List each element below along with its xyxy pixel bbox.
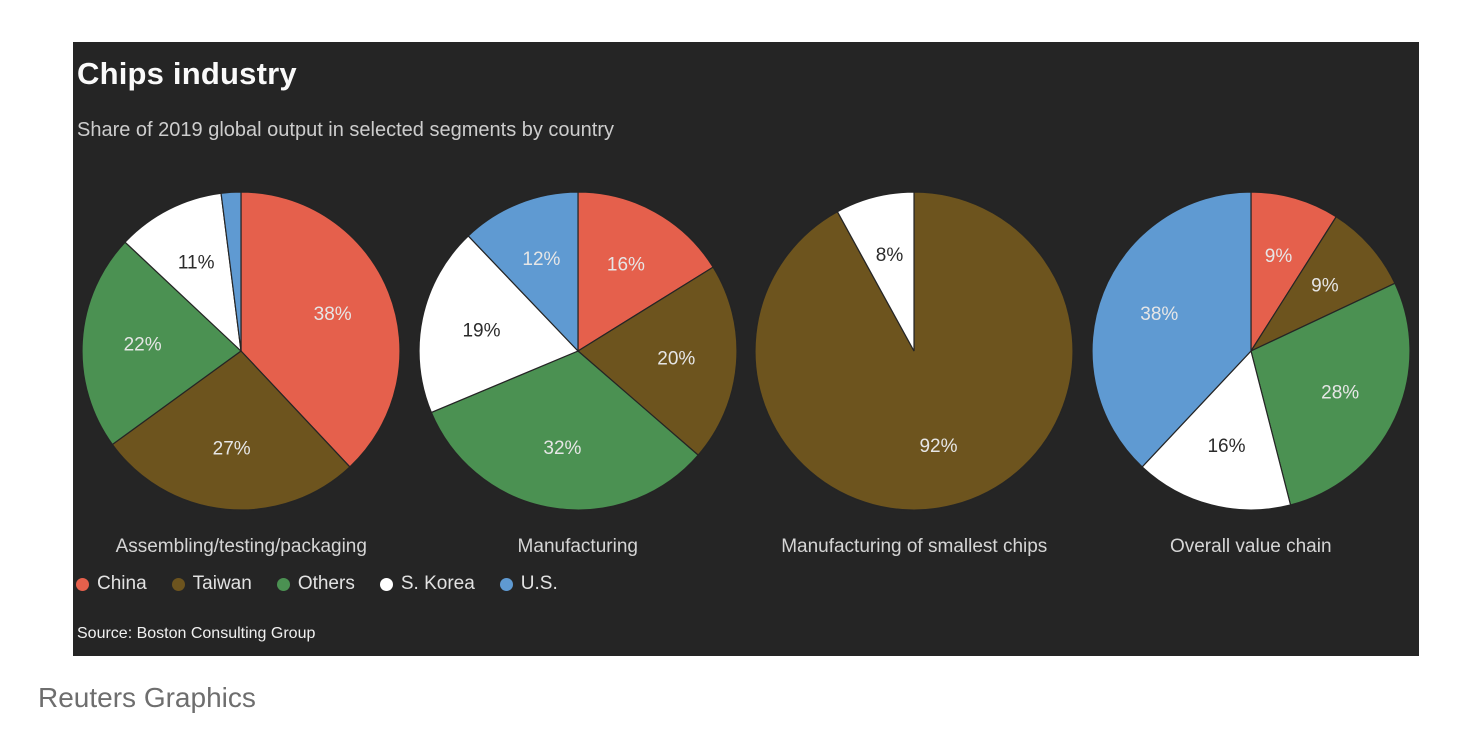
pie-caption: Manufacturing (517, 536, 638, 557)
pie-slice-s-korea (124, 192, 243, 353)
legend-item-s-korea: S. Korea (379, 573, 475, 595)
pie-slice-label: 38% (314, 304, 352, 325)
pie-slice-others (81, 241, 243, 446)
pie-slice-taiwan (111, 350, 351, 511)
chart-title: Chips industry (77, 56, 297, 91)
pie-chart-cell: 16% 20% 32% 19% 12% Manufacturing (410, 191, 747, 558)
pie-slice-u-s (220, 191, 242, 352)
pie-slice-label: 16% (607, 254, 645, 275)
legend-dot-taiwan (171, 577, 185, 591)
pie-chart-cell: 38% 27% 22% 11% Assembling/testing/packaging (73, 191, 410, 558)
pie-slice-china (1250, 191, 1337, 354)
legend-dot-china (76, 577, 89, 591)
pie-slice-label: 20% (657, 348, 695, 369)
pie-caption: Assembling/testing/packaging (115, 536, 367, 557)
legend-label: U.S. (520, 573, 558, 594)
source-note: Source: Boston Consulting Group (77, 625, 316, 642)
legend-item-others: Others (276, 573, 355, 595)
pie-slice-label: 92% (920, 436, 958, 457)
pie-slice-s-korea (836, 191, 915, 352)
legend-dot-u-s (499, 577, 513, 591)
pie-slice-others (1250, 282, 1411, 506)
pie-slice-label: 22% (124, 334, 162, 355)
pie-chart: 38% 27% 22% 11% (81, 191, 401, 511)
legend-label: Taiwan (192, 573, 252, 594)
legend-item-u-s: U.S. (499, 573, 558, 595)
pie-chart: 9% 9% 28% 16% 38% (1091, 191, 1411, 511)
pie-slice-label: 9% (1311, 275, 1339, 296)
pie-chart-cell: 9% 9% 28% 16% 38% Overall value chain (1083, 191, 1420, 558)
pie-slice-label: 38% (1140, 304, 1178, 325)
pie-chart: 92% 8% (754, 191, 1074, 511)
pie-slice-s-korea (1141, 349, 1292, 511)
pie-caption: Overall value chain (1169, 536, 1332, 557)
legend-label: China (97, 573, 147, 594)
legend-item-taiwan: Taiwan (171, 573, 252, 595)
legend-dot-s-korea (379, 577, 393, 591)
pie-slice-china (240, 191, 401, 468)
pie-slice-label: 27% (213, 439, 251, 460)
pie-slice-label: 32% (543, 438, 581, 459)
pie-slice-label: 11% (178, 253, 215, 274)
pie-slice-u-s (1091, 191, 1252, 468)
legend-dot-others (276, 577, 290, 591)
chart-panel: Chips industry Share of 2019 global outp… (73, 42, 1419, 656)
pie-chart: 16% 20% 32% 19% 12% (418, 191, 738, 511)
pie-slice-label: 16% (1207, 436, 1245, 457)
chart-subtitle: Share of 2019 global output in selected … (77, 119, 615, 141)
pie-slice-china (577, 191, 714, 353)
pie-slice-label: 28% (1321, 383, 1359, 404)
pie-slice-s-korea (418, 235, 579, 414)
legend: China Taiwan Others S. Korea U.S. (76, 573, 558, 595)
pie-charts-row: 38% 27% 22% 11% Assembling/testing/packaging… (73, 191, 1419, 558)
pie-slice-others (430, 350, 699, 511)
legend-item-china: China (76, 573, 147, 595)
pie-slice-label: 12% (522, 249, 560, 270)
pie-slice-label: 9% (1265, 246, 1293, 267)
pie-chart-cell: 92% 8% Manufacturing of smallest chips (746, 191, 1083, 558)
pie-slice-taiwan (1249, 215, 1396, 353)
reuters-graphics-credit: Reuters Graphics (38, 682, 256, 713)
pie-slice-label: 8% (876, 245, 904, 266)
pie-slice-label: 19% (462, 320, 500, 341)
pie-slice-taiwan (576, 266, 738, 456)
legend-label: S. Korea (400, 573, 475, 594)
pie-slice-u-s (467, 191, 579, 353)
pie-caption: Manufacturing of smallest chips (781, 536, 1048, 557)
legend-label: Others (297, 573, 355, 594)
